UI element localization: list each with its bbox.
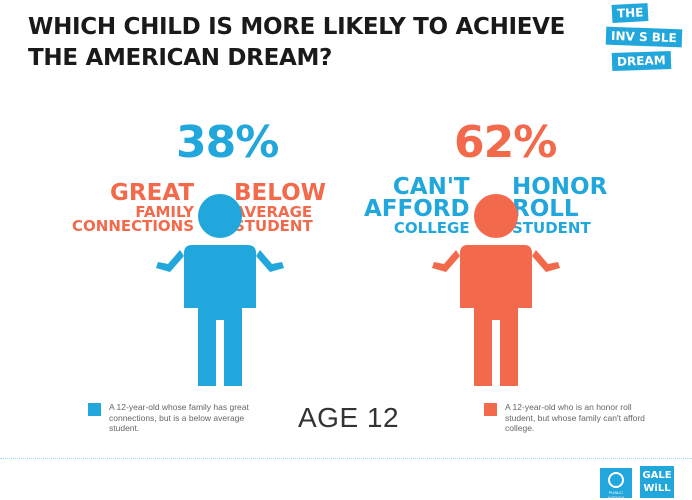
left-child-label-student: BELOW AVERAGE STUDENT bbox=[234, 180, 326, 236]
gale-text: GALE bbox=[642, 470, 672, 481]
logo-line-2: INV S BLE bbox=[605, 26, 683, 48]
right-percent: 62% bbox=[454, 117, 557, 168]
label-word: COLLEGE bbox=[393, 218, 470, 237]
label-word: AVERAGE bbox=[234, 202, 313, 221]
label-word: FAMILY bbox=[135, 202, 195, 221]
right-child-label-afford: CAN'T AFFORD COLLEGE bbox=[364, 174, 470, 237]
right-legend-text: A 12-year-old who is an honor roll stude… bbox=[505, 402, 645, 433]
left-child-figure-icon bbox=[156, 194, 284, 386]
footer-divider bbox=[0, 458, 692, 459]
label-word: ROLL bbox=[512, 195, 579, 222]
label-word: CAN'T bbox=[392, 174, 470, 200]
age-label: AGE 12 bbox=[298, 402, 400, 433]
public-agenda-badge: PUBLIC AGENDA bbox=[600, 468, 632, 500]
left-legend-text: A 12-year-old whose family has great con… bbox=[109, 402, 249, 433]
gale-will-badge: GALE WiLL bbox=[640, 466, 674, 498]
label-word: GREAT bbox=[110, 180, 195, 206]
will-text: WiLL bbox=[643, 483, 671, 494]
right-child-label-honor: HONOR ROLL STUDENT bbox=[512, 174, 608, 237]
public-agenda-text: PUBLIC AGENDA bbox=[607, 490, 625, 500]
label-word: STUDENT bbox=[234, 217, 313, 236]
logo-line-3: DREAM bbox=[611, 50, 671, 72]
page-title: WHICH CHILD IS MORE LIKELY TO ACHIEVE TH… bbox=[28, 14, 566, 71]
label-word: AFFORD bbox=[364, 195, 470, 222]
label-word: BELOW bbox=[234, 180, 326, 206]
invisible-dream-logo: THE INV S BLE DREAM bbox=[604, 0, 683, 82]
label-word: CONNECTIONS bbox=[72, 217, 195, 236]
logo-line-1: THE bbox=[611, 3, 649, 23]
public-agenda-logo-icon bbox=[608, 472, 624, 488]
label-word: STUDENT bbox=[512, 218, 591, 237]
right-child-figure-icon bbox=[432, 194, 560, 386]
orange-swatch-icon bbox=[484, 403, 497, 416]
label-word: HONOR bbox=[512, 174, 608, 200]
left-legend: A 12-year-old whose family has great con… bbox=[88, 402, 258, 434]
right-legend: A 12-year-old who is an honor roll stude… bbox=[484, 402, 654, 434]
left-percent: 38% bbox=[176, 117, 279, 168]
left-child-label-connections: GREAT FAMILY CONNECTIONS bbox=[72, 180, 195, 236]
blue-swatch-icon bbox=[88, 403, 101, 416]
